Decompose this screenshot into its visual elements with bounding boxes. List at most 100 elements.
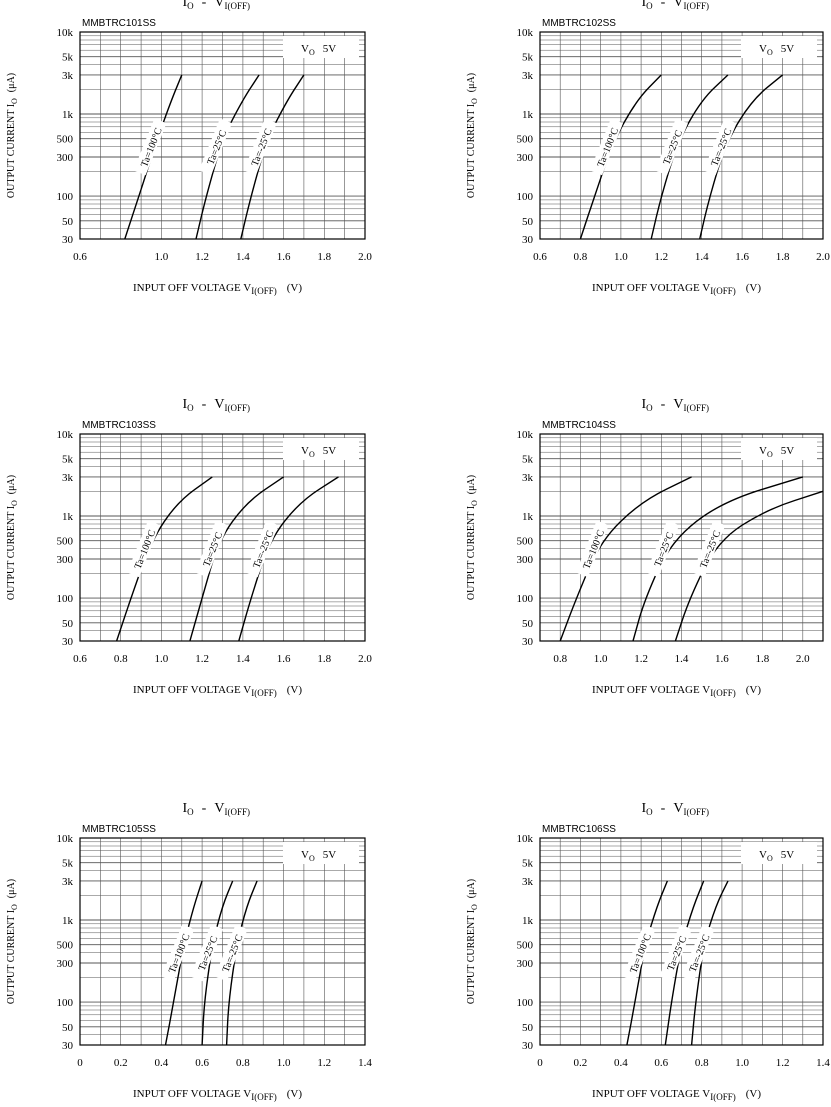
plot-frame (79, 31, 366, 240)
chart-title-v: V (673, 397, 683, 412)
y-tick-label: 500 (57, 134, 74, 146)
y-tick-label: 300 (517, 554, 534, 566)
x-tick-label: 1.4 (816, 1057, 830, 1069)
condition-value: 5V (781, 43, 795, 55)
y-tick-label: 10k (57, 429, 74, 441)
y-tick-label: 300 (57, 152, 74, 164)
x-tick-label: 1.0 (614, 251, 628, 263)
condition-box (283, 438, 359, 460)
x-tick-label: 0.8 (695, 1057, 709, 1069)
y-axis-label: OUTPUT CURRENT IO(μA) (466, 879, 479, 1004)
chart-title: IO - VI(OFF) (642, 397, 709, 413)
x-tick-label: 1.2 (195, 653, 209, 665)
series-label-backdrop (654, 118, 688, 176)
chart-title-v: V (214, 801, 224, 816)
y-tick-label: 3k (522, 876, 534, 888)
y-axis-label-sub: O (10, 98, 19, 104)
y-axis-label-sub: O (10, 904, 19, 910)
y-axis-label: OUTPUT CURRENT IO(μA) (6, 879, 19, 1004)
x-tick-label: 1.0 (594, 653, 608, 665)
x-tick-label: 1.2 (195, 251, 209, 263)
x-tick-label: 2.0 (358, 251, 372, 263)
condition-value: 5V (323, 849, 337, 861)
chart-title-sub: O (187, 403, 194, 413)
x-axis-label: INPUT OFF VOLTAGE VI(OFF) (V) (592, 1088, 761, 1102)
condition-value: 5V (781, 849, 795, 861)
part-number-label: MMBTRC103SS (82, 420, 156, 431)
y-tick-label: 5k (522, 454, 534, 466)
x-tick-label: 1.8 (317, 251, 331, 263)
y-tick-label: 5k (62, 52, 74, 64)
part-number-label: MMBTRC102SS (542, 18, 616, 29)
part-number-label: MMBTRC104SS (542, 420, 616, 431)
y-tick-label: 1k (522, 109, 534, 121)
chart-title-dash: - (202, 801, 207, 816)
y-tick-label: 5k (522, 858, 534, 870)
x-axis-label: INPUT OFF VOLTAGE VI(OFF) (V) (133, 282, 302, 296)
chart-title-v-sub: I(OFF) (683, 403, 709, 413)
chart-title-sub: O (187, 807, 194, 817)
x-tick-label: 1.2 (776, 1057, 790, 1069)
y-axis-label-unit: (μA) (466, 879, 477, 898)
x-axis-label-unit: (V) (746, 282, 762, 294)
condition-label-sub: O (309, 450, 315, 459)
chart-title-v-sub: I(OFF) (224, 1, 250, 11)
plot-frame (539, 837, 824, 1046)
y-tick-label: 100 (517, 593, 534, 605)
x-tick-label: 1.8 (776, 251, 790, 263)
y-tick-label: 50 (522, 216, 534, 228)
plot-frame (79, 433, 366, 642)
chart-title-dash: - (202, 397, 207, 412)
y-tick-label: 50 (62, 1022, 74, 1034)
condition-label-sub: O (767, 450, 773, 459)
x-axis-label-unit: (V) (287, 684, 303, 696)
series-line-2 (195, 74, 260, 240)
y-tick-label: 5k (522, 52, 534, 64)
chart-title-dash: - (661, 0, 666, 10)
x-axis-label-sub: I(OFF) (710, 1092, 736, 1102)
x-axis-label-sub: I(OFF) (251, 1092, 277, 1102)
chart-title-dash: - (202, 0, 207, 10)
x-tick-label: 1.8 (317, 653, 331, 665)
chart-title-v-sub: I(OFF) (224, 403, 250, 413)
x-tick-label: 2.0 (816, 251, 830, 263)
y-axis-label-unit: (μA) (6, 475, 17, 494)
y-tick-label: 50 (522, 1022, 534, 1034)
series-line-2 (650, 74, 729, 240)
series-label-backdrop (646, 520, 680, 578)
x-axis-label-sub: I(OFF) (251, 286, 277, 296)
chart-title-v: V (673, 0, 683, 10)
chart-title-sub: O (646, 807, 653, 817)
series-line-1 (626, 880, 669, 1046)
y-tick-label: 30 (62, 1040, 74, 1052)
y-tick-label: 10k (57, 27, 74, 39)
y-tick-label: 300 (517, 152, 534, 164)
series-label-backdrop (622, 924, 656, 982)
grid (79, 837, 366, 1046)
y-tick-label: 30 (522, 1040, 534, 1052)
x-axis-label: INPUT OFF VOLTAGE VI(OFF) (V) (592, 282, 761, 296)
condition-box (283, 842, 359, 864)
chart-title-sub: O (646, 1, 653, 11)
chart-title-v: V (214, 0, 224, 10)
x-axis-label-unit: (V) (287, 282, 303, 294)
x-tick-label: 1.4 (675, 653, 689, 665)
series-label-backdrop (681, 924, 715, 982)
part-number-label: MMBTRC106SS (542, 824, 616, 835)
x-axis-label: INPUT OFF VOLTAGE VI(OFF) (V) (133, 1088, 302, 1102)
y-tick-label: 30 (62, 234, 74, 246)
y-tick-label: 100 (57, 593, 74, 605)
y-axis-label-unit: (μA) (6, 73, 17, 92)
series-label-backdrop (133, 118, 167, 176)
chart-title-v-sub: I(OFF) (224, 807, 250, 817)
condition-label-sub: O (767, 854, 773, 863)
series-line-3 (690, 880, 729, 1046)
series-label-backdrop (161, 924, 195, 982)
y-tick-label: 1k (522, 915, 534, 927)
x-tick-label: 0.8 (236, 1057, 250, 1069)
x-tick-label: 1.2 (634, 653, 648, 665)
series-label-backdrop (692, 520, 726, 578)
y-tick-label: 500 (517, 940, 534, 952)
y-tick-label: 30 (522, 636, 534, 648)
